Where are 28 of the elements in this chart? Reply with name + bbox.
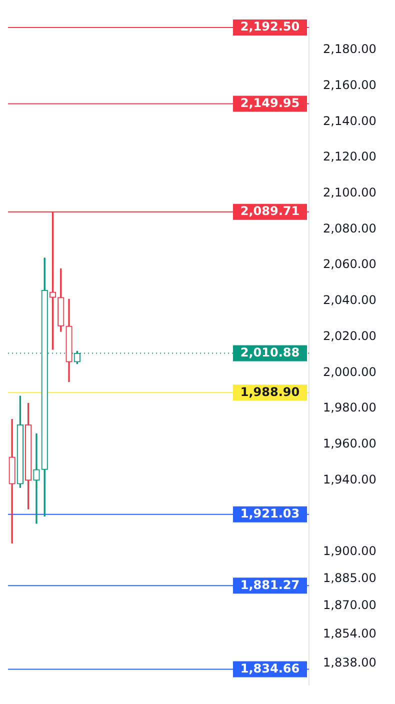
- y-tick-label: 2,040.00: [323, 293, 376, 308]
- y-tick-label: 1,960.00: [323, 436, 376, 451]
- ref-line-label: 1,988.90: [240, 384, 300, 399]
- y-tick-label: 2,140.00: [323, 114, 376, 128]
- y-tick-label: 1,885.00: [323, 571, 376, 586]
- ref-line-label: 2,010.88: [240, 345, 300, 360]
- y-tick-label: 2,000.00: [323, 364, 376, 379]
- y-tick-label: 1,980.00: [323, 400, 376, 415]
- y-tick-label: 1,940.00: [323, 472, 376, 486]
- y-tick-label: 1,900.00: [323, 544, 376, 558]
- ref-line-label: 1,881.27: [240, 578, 300, 592]
- y-tick-label: 1,838.00: [323, 655, 376, 670]
- candlestick: [8, 419, 16, 544]
- candlestick: [33, 433, 40, 524]
- y-tick-label: 2,100.00: [323, 186, 376, 200]
- y-tick-label: 2,120.00: [323, 150, 376, 164]
- ref-line-label: 2,089.71: [240, 204, 300, 218]
- y-tick-label: 2,180.00: [323, 42, 376, 56]
- y-tick-label: 2,060.00: [323, 257, 376, 272]
- ref-line-label: 1,921.03: [240, 506, 300, 520]
- ref-line-label: 2,149.95: [240, 96, 300, 110]
- y-tick-label: 2,020.00: [323, 328, 376, 343]
- ref-line-label: 1,834.66: [240, 661, 300, 676]
- y-tick-label: 1,870.00: [323, 598, 376, 612]
- y-tick-label: 2,160.00: [323, 78, 376, 92]
- y-tick-label: 2,080.00: [323, 221, 376, 236]
- ref-line-label: 2,192.50: [240, 20, 300, 34]
- y-tick-label: 1,854.00: [323, 626, 376, 641]
